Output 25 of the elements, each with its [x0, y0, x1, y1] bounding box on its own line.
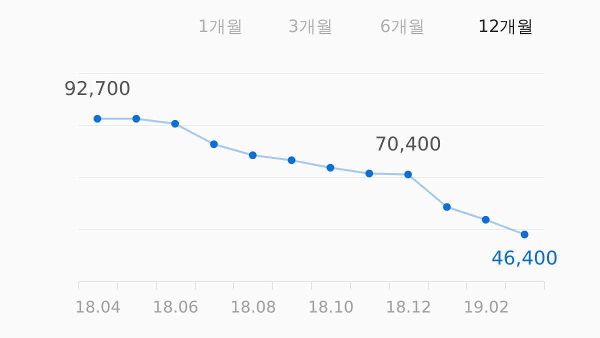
data-label: 92,700 [64, 78, 131, 100]
point [482, 216, 490, 224]
text: 1개월 [198, 17, 243, 37]
x-tick-label: 18.10 [308, 298, 354, 316]
x-tick-label: 18.06 [152, 298, 198, 316]
text: 6개월 [380, 17, 425, 37]
point [94, 114, 102, 123]
point [210, 140, 218, 148]
x-tick-label: 18.04 [75, 298, 121, 316]
point [365, 170, 374, 178]
point [248, 151, 257, 160]
point [288, 156, 296, 164]
x-tick-label: 19.02 [463, 298, 510, 316]
point [326, 164, 334, 172]
point [132, 114, 140, 123]
data-label: 70,400 [374, 134, 442, 156]
point [171, 120, 179, 128]
x-tick-label: 18.12 [386, 298, 432, 316]
data-label: 46,400 [491, 248, 558, 270]
text: 12개월 [478, 17, 534, 37]
point [520, 230, 528, 238]
point [443, 203, 451, 211]
x-tick-label: 18.08 [230, 298, 276, 316]
point [404, 170, 412, 178]
text: 3개월 [288, 17, 333, 37]
